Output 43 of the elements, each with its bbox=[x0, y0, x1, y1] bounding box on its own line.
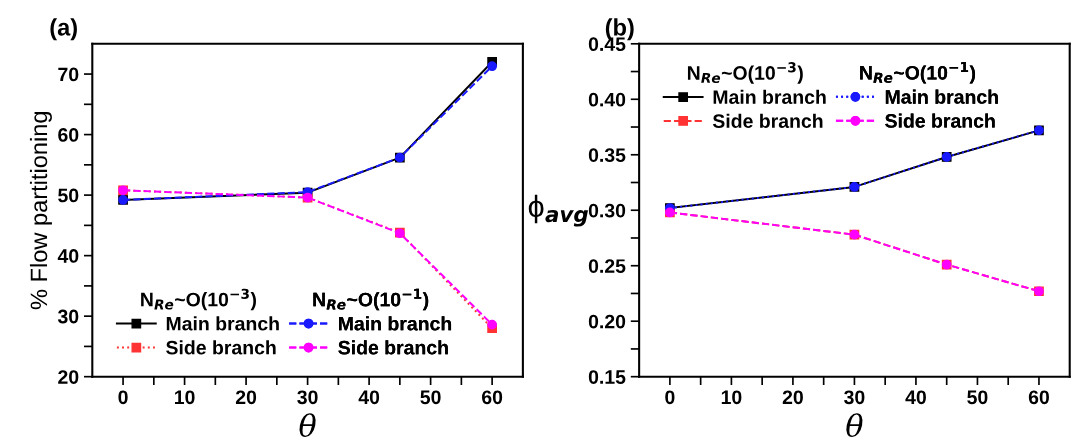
y-tick-label: 40 bbox=[57, 249, 79, 263]
y-tick-label: 0.30 bbox=[588, 203, 626, 218]
legend-label: Main branch bbox=[166, 316, 279, 331]
x-tick-label: 20 bbox=[782, 390, 803, 405]
annotation: N$_{Re}$~O(10$^{−3}$) bbox=[141, 288, 256, 311]
legend-label: Main branch bbox=[885, 89, 998, 104]
annotation: N$_{Re}$~O(10$^{−1}$) bbox=[313, 288, 429, 311]
x-tick-label: 10 bbox=[721, 390, 742, 405]
x-tick-label: 10 bbox=[174, 390, 195, 405]
chart-title: (a) bbox=[50, 18, 77, 41]
y-axis-title: % Flow partitioning bbox=[29, 112, 52, 310]
legend-label: Main branch bbox=[713, 89, 826, 105]
legend-label: Side branch bbox=[712, 113, 823, 128]
x-tick-label: 0 bbox=[665, 390, 675, 405]
x-tick-label: 30 bbox=[297, 390, 318, 405]
y-tick-label: 0.25 bbox=[588, 259, 626, 273]
x-tick-label: 50 bbox=[420, 390, 441, 405]
annotation: N$_{Re}$~O(10$^{−3}$) bbox=[687, 62, 803, 84]
x-tick-label: 60 bbox=[1028, 390, 1049, 405]
legend-label: Side branch bbox=[885, 113, 995, 128]
y-tick-label: 20 bbox=[58, 370, 79, 384]
y-tick-label: 0.20 bbox=[588, 314, 626, 329]
y-tick-label: 0.15 bbox=[588, 370, 626, 384]
x-tick-label: 0 bbox=[118, 390, 128, 405]
legend-label: Side branch bbox=[338, 340, 448, 355]
x-tick-label: 50 bbox=[967, 390, 988, 405]
x-axis-title: θ bbox=[299, 413, 316, 438]
y-tick-label: 0.40 bbox=[588, 92, 626, 107]
x-tick-label: 30 bbox=[844, 390, 865, 405]
x-tick-label: 20 bbox=[235, 390, 257, 405]
annotation: N$_{Re}$~O(10$^{−1}$) bbox=[860, 62, 976, 84]
y-tick-label: 60 bbox=[58, 128, 79, 142]
x-tick-label: 40 bbox=[905, 390, 926, 405]
legend-label: Side branch bbox=[166, 340, 276, 355]
y-tick-label: 50 bbox=[58, 188, 79, 203]
x-axis-title: θ bbox=[846, 413, 863, 438]
legend-label: Main branch bbox=[339, 316, 452, 331]
y-tick-label: 0.35 bbox=[588, 148, 626, 163]
y-tick-label: 30 bbox=[57, 309, 79, 324]
x-tick-label: 60 bbox=[482, 390, 503, 405]
x-tick-label: 40 bbox=[358, 390, 380, 405]
y-axis-title: ϕ$_{avg}$ bbox=[528, 194, 588, 227]
y-tick-label: 70 bbox=[58, 67, 79, 82]
